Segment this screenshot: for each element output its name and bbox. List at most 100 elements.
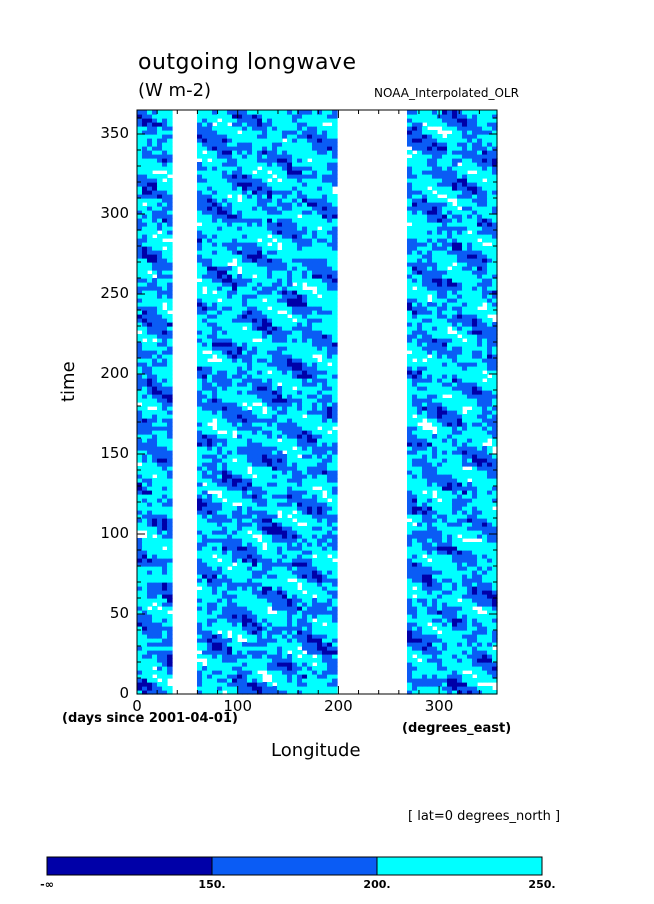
heatmap-cell	[472, 598, 478, 603]
heatmap-cell	[327, 506, 333, 511]
heatmap-cell	[212, 542, 218, 547]
heatmap-cell	[437, 514, 443, 519]
heatmap-cell	[307, 346, 313, 351]
heatmap-cell	[242, 470, 248, 475]
heatmap-cell	[282, 678, 288, 683]
heatmap-cell	[482, 430, 488, 435]
heatmap-cell	[262, 470, 268, 475]
heatmap-cell	[287, 418, 293, 423]
heatmap-cell	[442, 558, 448, 563]
heatmap-cell	[492, 610, 498, 615]
heatmap-cell	[262, 326, 268, 331]
heatmap-cell	[252, 570, 258, 575]
heatmap-cell	[157, 578, 163, 583]
heatmap-cell	[137, 506, 143, 511]
heatmap-cell	[317, 674, 323, 679]
heatmap-cell	[457, 390, 463, 395]
heatmap-cell	[412, 550, 418, 555]
heatmap-cell	[267, 502, 273, 507]
heatmap-cell	[322, 346, 328, 351]
heatmap-cell	[252, 430, 258, 435]
heatmap-cell	[202, 642, 208, 647]
heatmap-cell	[212, 482, 218, 487]
heatmap-cell	[147, 658, 153, 663]
heatmap-cell	[412, 426, 418, 431]
heatmap-cell	[467, 410, 473, 415]
heatmap-cell	[142, 422, 148, 427]
heatmap-cell	[492, 530, 498, 535]
heatmap-cell	[217, 566, 223, 571]
heatmap-cell	[317, 526, 323, 531]
heatmap-cell	[167, 306, 173, 311]
heatmap-cell	[447, 442, 453, 447]
heatmap-cell	[267, 342, 273, 347]
heatmap-cell	[277, 346, 283, 351]
heatmap-cell	[137, 362, 143, 367]
heatmap-cell	[202, 474, 208, 479]
heatmap-cell	[272, 378, 278, 383]
heatmap-cell	[287, 434, 293, 439]
heatmap-cell	[217, 626, 223, 631]
heatmap-cell	[437, 338, 443, 343]
heatmap-cell	[137, 658, 143, 663]
heatmap-cell	[217, 426, 223, 431]
heatmap-cell	[267, 458, 273, 463]
heatmap-cell	[252, 646, 258, 651]
heatmap-cell	[227, 310, 233, 315]
heatmap-cell	[232, 498, 238, 503]
heatmap-cell	[142, 462, 148, 467]
heatmap-cell	[252, 634, 258, 639]
heatmap-cell	[197, 570, 203, 575]
heatmap-cell	[462, 518, 468, 523]
heatmap-cell	[267, 402, 273, 407]
heatmap-cell	[437, 358, 443, 363]
heatmap-cell	[232, 394, 238, 399]
heatmap-cell	[142, 542, 148, 547]
heatmap-cell	[447, 606, 453, 611]
heatmap-cell	[417, 626, 423, 631]
heatmap-cell	[147, 318, 153, 323]
heatmap-cell	[437, 394, 443, 399]
heatmap-cell	[327, 330, 333, 335]
heatmap-cell	[327, 326, 333, 331]
heatmap-cell	[492, 482, 498, 487]
heatmap-cell	[212, 678, 218, 683]
heatmap-cell	[487, 606, 493, 611]
heatmap-cell	[312, 454, 318, 459]
heatmap-cell	[437, 442, 443, 447]
heatmap-cell	[152, 446, 158, 451]
heatmap-cell	[487, 522, 493, 527]
heatmap-cell	[302, 518, 308, 523]
heatmap-cell	[487, 578, 493, 583]
heatmap-cell	[407, 562, 413, 567]
heatmap-cell	[427, 570, 433, 575]
heatmap-cell	[262, 514, 268, 519]
heatmap-cell	[297, 410, 303, 415]
heatmap-cell	[247, 338, 253, 343]
heatmap-cell	[212, 674, 218, 679]
heatmap-cell	[427, 490, 433, 495]
heatmap-cell	[202, 494, 208, 499]
heatmap-cell	[322, 538, 328, 543]
heatmap-cell	[302, 602, 308, 607]
heatmap-cell	[437, 366, 443, 371]
heatmap-cell	[422, 670, 428, 675]
heatmap-cell	[472, 310, 478, 315]
heatmap-cell	[222, 326, 228, 331]
heatmap-cell	[242, 650, 248, 655]
heatmap-cell	[292, 534, 298, 539]
heatmap-cell	[312, 474, 318, 479]
heatmap-cell	[477, 370, 483, 375]
heatmap-cell	[222, 466, 228, 471]
heatmap-cell	[137, 454, 143, 459]
heatmap-cell	[482, 418, 488, 423]
heatmap-cell	[452, 622, 458, 627]
heatmap-cell	[467, 310, 473, 315]
heatmap-cell	[167, 598, 173, 603]
heatmap-cell	[227, 362, 233, 367]
heatmap-cell	[492, 566, 498, 571]
heatmap-cell	[407, 526, 413, 531]
heatmap-cell	[462, 318, 468, 323]
heatmap-cell	[457, 318, 463, 323]
heatmap-cell	[252, 610, 258, 615]
